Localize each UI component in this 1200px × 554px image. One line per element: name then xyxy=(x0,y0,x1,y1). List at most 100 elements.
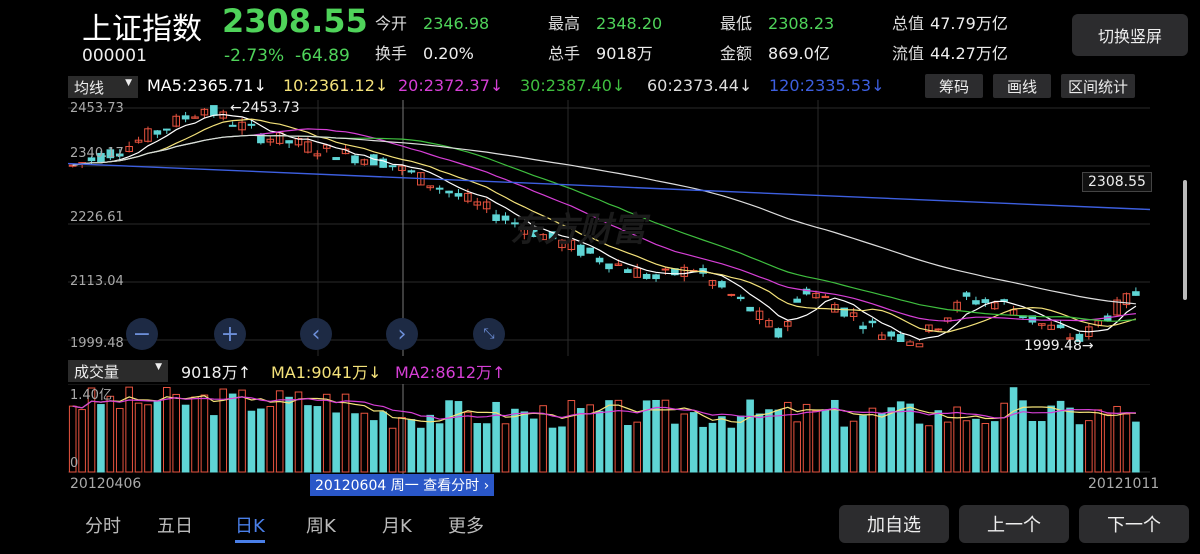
stat-label: 今开 xyxy=(375,14,408,33)
volume-bar xyxy=(1085,420,1093,473)
candle-body xyxy=(614,263,623,266)
volume-chart[interactable] xyxy=(68,384,1150,474)
stat-label: 金额 xyxy=(720,44,753,63)
volume-ma2: MA2:8612万↑ xyxy=(395,363,506,382)
right-icon[interactable]: › xyxy=(386,318,418,350)
volume-bar xyxy=(529,418,538,473)
price-axis-label: 2453.73 xyxy=(70,101,124,116)
volume-bar xyxy=(614,399,623,473)
volume-ma-line xyxy=(72,396,1136,420)
volume-bar xyxy=(351,413,359,473)
ma-item-1: 10:2361.12↓ xyxy=(283,76,389,95)
volume-bar xyxy=(661,399,670,473)
volume-bar xyxy=(181,404,190,473)
candle-body xyxy=(962,292,971,297)
volume-bar xyxy=(473,423,482,473)
next-button[interactable]: 下一个 xyxy=(1079,505,1189,543)
volume-bar xyxy=(304,405,312,473)
volume-bar xyxy=(1132,421,1140,473)
volume-bar xyxy=(501,423,510,473)
stat-label: 换手 xyxy=(375,44,408,63)
volume-bar xyxy=(219,388,228,473)
candle-body xyxy=(238,121,246,131)
volume-bar xyxy=(539,405,547,473)
switch-orientation-button[interactable]: 切换竖屏 xyxy=(1072,14,1188,56)
volume-bar xyxy=(482,423,491,473)
volume-bar xyxy=(887,407,896,473)
scrollbar[interactable] xyxy=(1183,180,1187,300)
candle-body xyxy=(972,300,980,305)
zoom-in-icon[interactable]: + xyxy=(214,318,246,350)
cursor-date-tag[interactable]: 20120604 周一 查看分时 › xyxy=(310,474,495,496)
add-watchlist-button[interactable]: 加自选 xyxy=(839,505,949,543)
candle-body xyxy=(407,170,416,173)
range-stats-button[interactable]: 区间统计 xyxy=(1061,74,1135,98)
candle-body xyxy=(435,187,444,190)
candle-body xyxy=(849,312,858,318)
tab-1[interactable]: 五日 xyxy=(157,516,193,537)
fullscreen-icon[interactable]: ⤡ xyxy=(473,318,505,350)
candle-body xyxy=(887,331,896,337)
candle-body xyxy=(821,295,830,299)
ma-line xyxy=(72,134,1136,305)
volume-axis-top: 1.40亿 xyxy=(70,388,112,403)
volume-bar xyxy=(1038,421,1046,473)
volume-bar xyxy=(595,410,604,473)
volume-bar xyxy=(285,396,293,473)
volume-bar xyxy=(1094,409,1103,473)
volume-bar xyxy=(953,406,961,473)
candle-body xyxy=(981,299,990,303)
volume-bar xyxy=(445,400,453,473)
ma-selector-label: 均线 xyxy=(74,79,105,97)
low-value: 1999.48 xyxy=(1024,338,1082,354)
volume-bar xyxy=(1113,405,1121,473)
volume-bar xyxy=(369,420,378,473)
candle-body xyxy=(915,343,924,348)
candle-body xyxy=(755,310,764,320)
left-icon[interactable]: ‹ xyxy=(300,318,332,350)
volume-bar xyxy=(680,413,689,473)
volume-bar xyxy=(398,417,406,473)
candle-body xyxy=(765,320,773,328)
draw-line-button[interactable]: 画线 xyxy=(993,74,1051,98)
tab-4[interactable]: 月K xyxy=(382,516,412,537)
volume-bar xyxy=(520,411,529,473)
volume-bar xyxy=(671,423,679,473)
volume-bar xyxy=(727,427,736,473)
candle-body xyxy=(746,306,754,312)
candle-body xyxy=(304,141,312,153)
candle-body xyxy=(558,239,566,249)
candle-body xyxy=(633,267,642,278)
tab-5[interactable]: 更多 xyxy=(448,516,484,537)
volume-bar xyxy=(558,426,566,473)
tab-2[interactable]: 日K xyxy=(235,512,265,543)
candle-body xyxy=(652,274,660,280)
ma-item-2: 20:2372.37↓ xyxy=(398,76,504,95)
candle-body xyxy=(642,273,651,279)
candle-body xyxy=(87,157,96,162)
candle-body xyxy=(1113,299,1121,316)
candle-body xyxy=(925,324,933,332)
stat-3: 总值 47.79万亿 xyxy=(892,10,1008,34)
candle-body xyxy=(134,139,143,143)
kline-chart[interactable] xyxy=(68,100,1150,356)
ma-selector[interactable]: 均线 ▼ xyxy=(68,76,138,98)
stat-2: 最低 2308.23 xyxy=(720,10,834,34)
volume-bar xyxy=(257,408,265,473)
chips-button[interactable]: 筹码 xyxy=(925,74,983,98)
volume-selector[interactable]: 成交量 ▼ xyxy=(68,360,168,382)
current-price-tag: 2308.55 xyxy=(1082,172,1152,192)
volume-bar xyxy=(388,427,397,473)
tab-3[interactable]: 周K xyxy=(306,516,336,537)
zoom-out-icon[interactable]: − xyxy=(126,318,158,350)
candle-body xyxy=(1038,323,1046,326)
ma-line xyxy=(72,118,1137,333)
candle-body xyxy=(802,288,811,295)
previous-button[interactable]: 上一个 xyxy=(959,505,1069,543)
volume-bar xyxy=(896,401,905,473)
tab-0[interactable]: 分时 xyxy=(85,516,121,537)
candle-body xyxy=(228,124,237,127)
candle-body xyxy=(906,341,914,346)
volume-bar xyxy=(200,394,209,473)
candle-body xyxy=(266,138,275,143)
